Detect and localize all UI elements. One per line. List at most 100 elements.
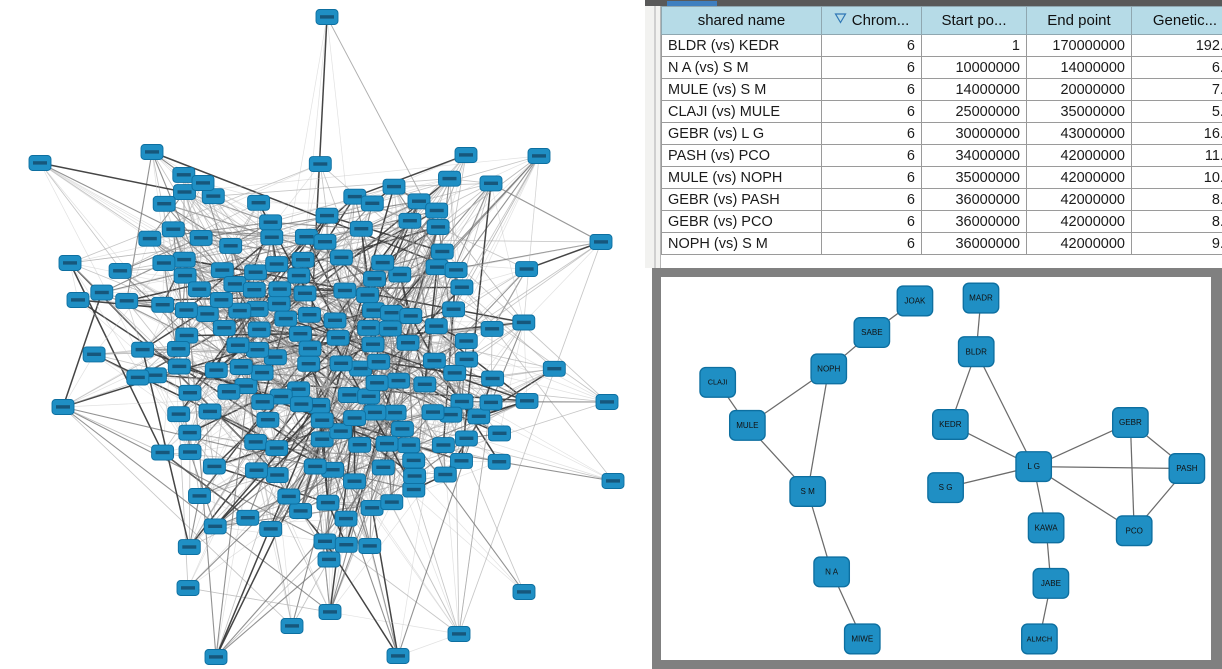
main-network-edge[interactable]: [491, 268, 527, 330]
main-network-node[interactable]: [247, 321, 271, 338]
main-network-node[interactable]: [115, 292, 139, 309]
main-network-node[interactable]: [256, 411, 280, 428]
main-network-edge[interactable]: [214, 466, 249, 518]
cell-end-point[interactable]: 14000000: [1026, 56, 1132, 79]
sub-network-node[interactable]: NOPH: [810, 353, 848, 385]
sub-network-edge[interactable]: [807, 368, 830, 492]
main-network-node[interactable]: [265, 467, 289, 484]
main-network-node[interactable]: [399, 308, 423, 324]
main-network-node[interactable]: [246, 341, 269, 358]
column-header-end-point[interactable]: End point: [1026, 6, 1132, 35]
main-network-edge[interactable]: [437, 226, 527, 270]
main-network-edge[interactable]: [291, 559, 330, 627]
main-network-edge[interactable]: [288, 310, 374, 497]
main-network-node[interactable]: [172, 166, 196, 183]
main-network-node[interactable]: [329, 355, 353, 372]
cell-start-point[interactable]: 35000000: [921, 166, 1027, 189]
cell-chrom[interactable]: 6: [821, 232, 922, 255]
cell-end-point[interactable]: 42000000: [1026, 232, 1132, 255]
sub-network-edge[interactable]: [975, 351, 1035, 467]
main-network-edge[interactable]: [178, 414, 189, 589]
sort-descending-icon[interactable]: [834, 11, 847, 28]
node-shape[interactable]: [1168, 452, 1206, 485]
main-network-edge[interactable]: [418, 182, 492, 202]
main-network-edge[interactable]: [119, 237, 202, 272]
main-network-edge[interactable]: [189, 403, 302, 434]
cell-start-point[interactable]: 14000000: [921, 78, 1027, 101]
main-network-edge[interactable]: [270, 186, 395, 223]
cell-start-point[interactable]: 36000000: [921, 232, 1027, 255]
main-network-node[interactable]: [348, 436, 372, 453]
main-network-node[interactable]: [268, 281, 292, 298]
main-network-node[interactable]: [512, 584, 536, 600]
cell-genetic[interactable]: 192.0: [1131, 34, 1222, 57]
main-network-node[interactable]: [467, 408, 491, 425]
cell-start-point[interactable]: 34000000: [921, 144, 1027, 167]
main-network-node[interactable]: [317, 551, 341, 568]
main-network-node[interactable]: [425, 259, 449, 276]
main-network-edge[interactable]: [62, 406, 293, 627]
main-network-node[interactable]: [219, 237, 243, 254]
main-network-node[interactable]: [259, 214, 283, 231]
main-network-node[interactable]: [397, 437, 421, 454]
main-network-node[interactable]: [167, 340, 190, 357]
main-network-node[interactable]: [212, 319, 236, 336]
main-network-node[interactable]: [315, 9, 339, 25]
cell-shared-name[interactable]: N A (vs) S M: [661, 56, 822, 79]
main-network-edge[interactable]: [62, 292, 103, 408]
main-network-node[interactable]: [176, 580, 200, 596]
main-network-edge[interactable]: [368, 241, 602, 397]
main-network-edge[interactable]: [155, 375, 191, 433]
main-network-node[interactable]: [108, 262, 132, 279]
cell-genetic[interactable]: 8.4: [1131, 210, 1222, 233]
main-network-node[interactable]: [126, 369, 150, 386]
main-network-edge[interactable]: [101, 210, 437, 294]
main-network-edge[interactable]: [62, 354, 95, 408]
main-network-node[interactable]: [447, 626, 471, 642]
main-network-node[interactable]: [259, 521, 283, 537]
main-network-node[interactable]: [363, 404, 387, 421]
main-network-node[interactable]: [280, 618, 304, 634]
main-network-edge[interactable]: [359, 444, 373, 508]
sub-network-node[interactable]: KAWA: [1027, 512, 1065, 544]
main-network-edge[interactable]: [435, 326, 463, 402]
main-network-node[interactable]: [371, 459, 395, 476]
main-network-node[interactable]: [403, 468, 427, 485]
main-network-node[interactable]: [357, 388, 381, 405]
main-network-node[interactable]: [382, 178, 406, 195]
main-network-node[interactable]: [315, 207, 339, 224]
node-shape[interactable]: [1021, 623, 1058, 655]
main-network-edge[interactable]: [178, 348, 301, 512]
main-network-node[interactable]: [479, 394, 503, 411]
main-network-edge[interactable]: [407, 267, 438, 343]
main-network-node[interactable]: [310, 412, 334, 429]
main-network-edge[interactable]: [458, 241, 602, 635]
main-network-node[interactable]: [173, 184, 196, 201]
main-network-node[interactable]: [313, 233, 337, 250]
main-network-node[interactable]: [421, 404, 445, 421]
cell-shared-name[interactable]: BLDR (vs) KEDR: [661, 34, 822, 57]
cell-start-point[interactable]: 36000000: [921, 188, 1027, 211]
main-network-edge[interactable]: [326, 178, 450, 217]
main-network-node[interactable]: [28, 155, 52, 171]
main-network-node[interactable]: [161, 221, 185, 238]
main-network-edge[interactable]: [142, 289, 200, 350]
main-network-edge[interactable]: [526, 241, 602, 270]
main-network-node[interactable]: [433, 466, 457, 483]
cell-shared-name[interactable]: MULE (vs) S M: [661, 78, 822, 101]
cell-shared-name[interactable]: NOPH (vs) S M: [661, 232, 822, 255]
main-network-edge[interactable]: [499, 322, 525, 434]
main-network-node[interactable]: [229, 359, 253, 375]
main-network-node[interactable]: [217, 383, 241, 400]
main-network-edge[interactable]: [39, 162, 150, 239]
sub-network-node[interactable]: GEBR: [1111, 407, 1149, 439]
main-network-edge[interactable]: [326, 16, 439, 228]
cell-genetic[interactable]: 9.9: [1131, 232, 1222, 255]
node-shape[interactable]: [931, 408, 969, 440]
